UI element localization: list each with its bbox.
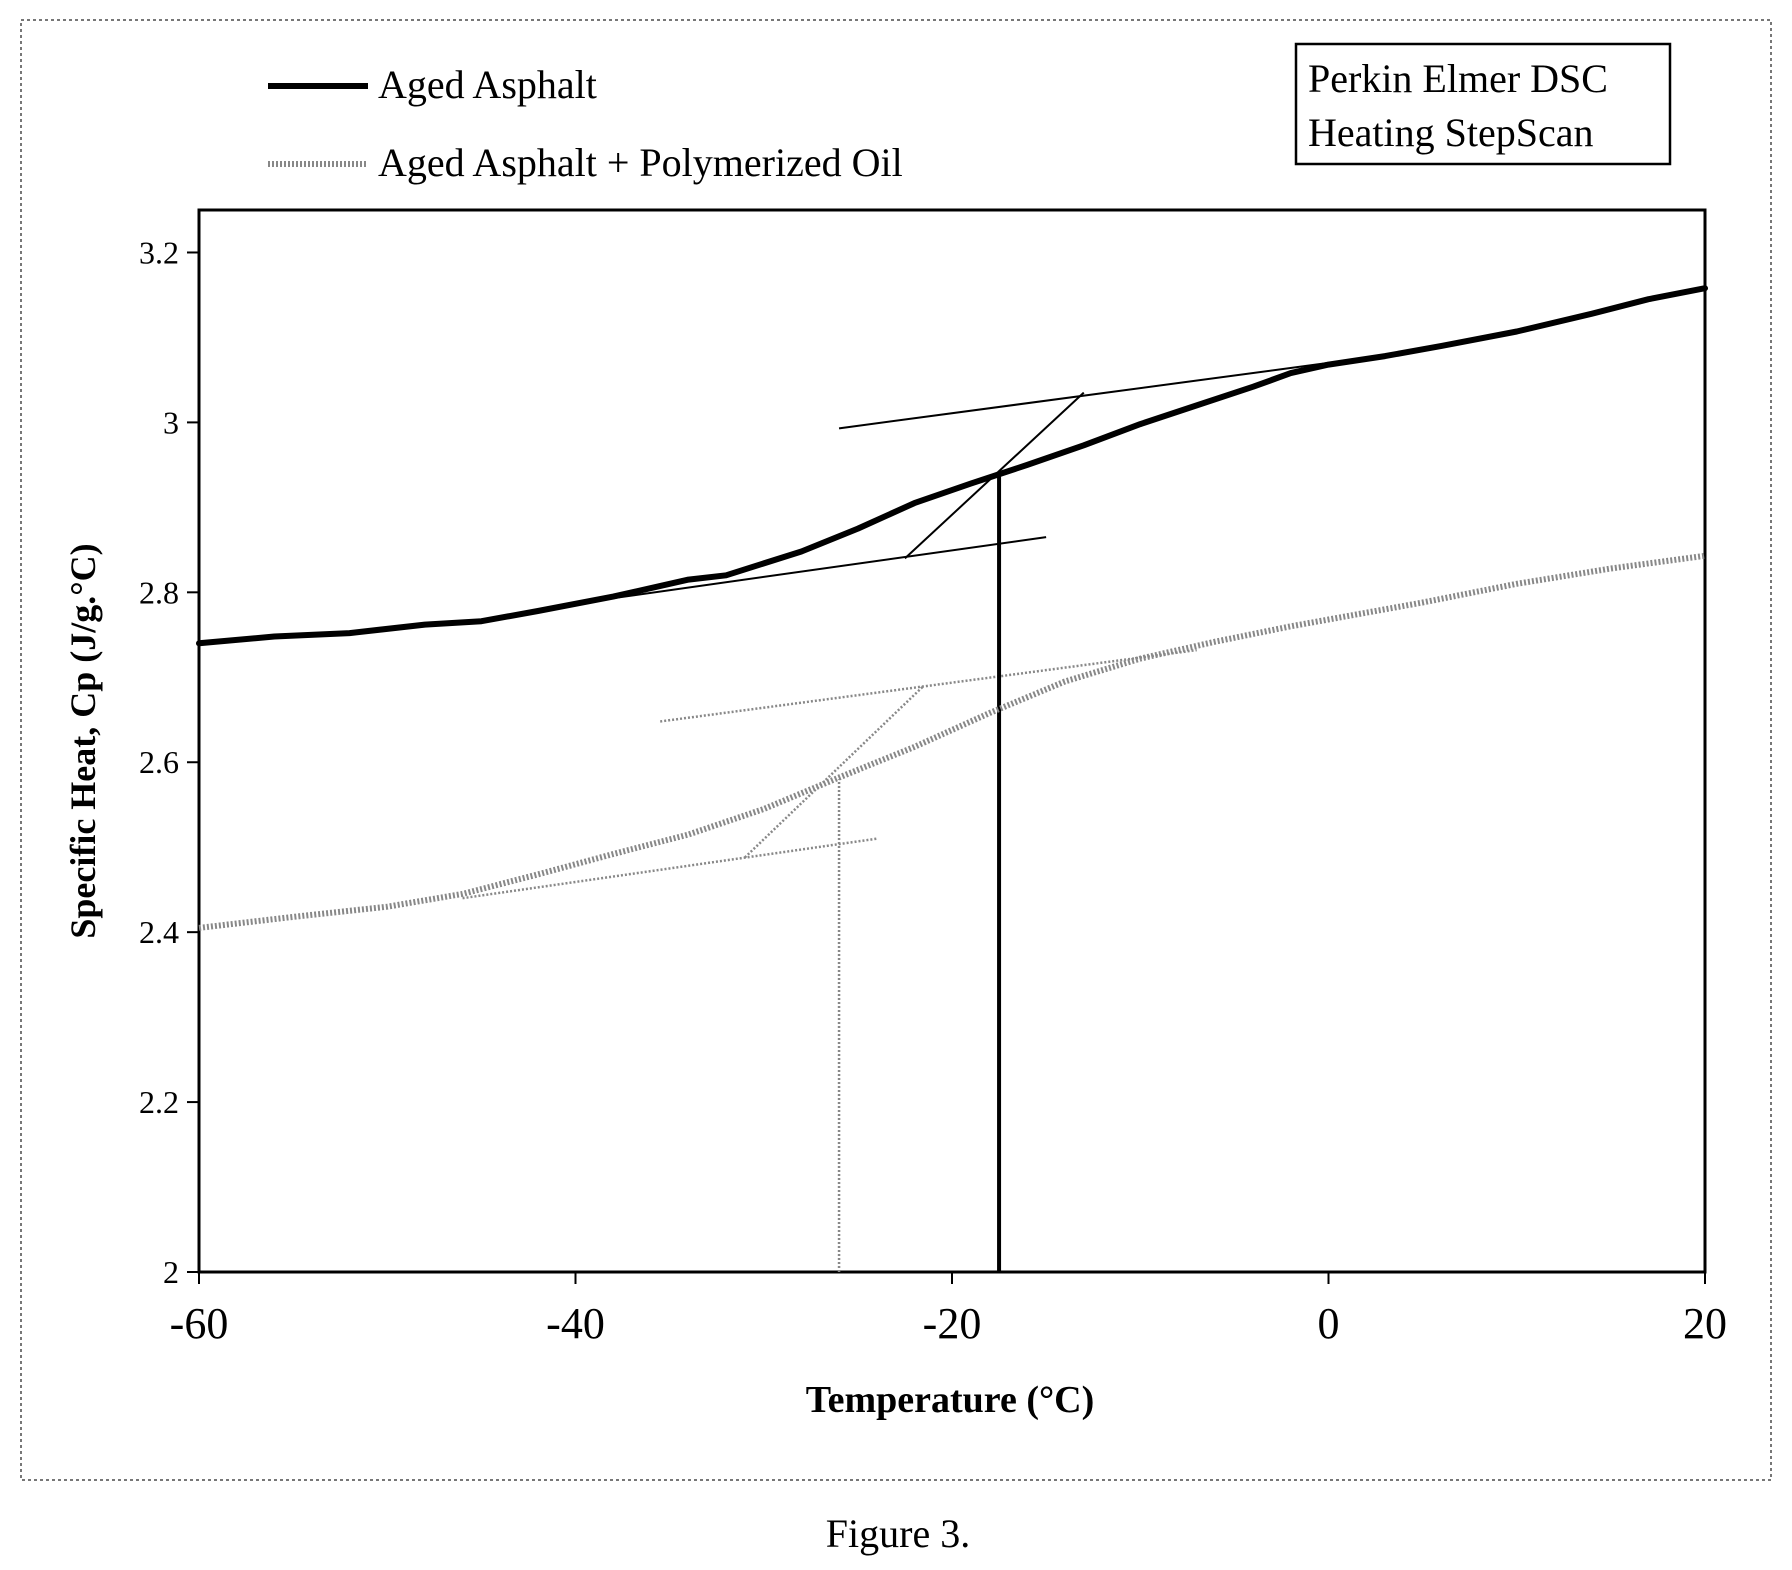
x-axis-ticks: -60 -40 -20 0 20 bbox=[170, 1272, 1727, 1348]
figure-caption: Figure 3. bbox=[826, 1511, 970, 1556]
series-line-aged-asphalt-polymerized-oil bbox=[198, 552, 1706, 931]
x-tick-label-4: 20 bbox=[1683, 1299, 1727, 1348]
y-tick-label-4: 2.8 bbox=[139, 574, 179, 610]
instrument-note-line-2: Heating StepScan bbox=[1308, 110, 1594, 155]
legend-label-aged-asphalt: Aged Asphalt bbox=[378, 62, 597, 107]
x-tick-label-1: -40 bbox=[546, 1299, 605, 1348]
tangent-line-aged-asphalt-polymerized-oil-inflection-tangent bbox=[744, 684, 925, 859]
y-tick-label-5: 3 bbox=[163, 404, 179, 440]
legend-label-aged-asphalt-polymerized-oil: Aged Asphalt + Polymerized Oil bbox=[378, 140, 903, 185]
x-tick-label-3: 0 bbox=[1318, 1299, 1340, 1348]
series-line-aged-asphalt bbox=[196, 285, 1708, 647]
x-axis-title: Temperature (°C) bbox=[806, 1379, 1095, 1421]
y-axis-title: Specific Heat, Cp (J/g.°C) bbox=[63, 543, 103, 938]
tangent-line-aged-asphalt-lower-baseline bbox=[594, 536, 1047, 602]
instrument-note-box bbox=[1294, 42, 1672, 166]
plot-area bbox=[197, 208, 1707, 1274]
series-lines bbox=[196, 285, 1708, 931]
y-tick-label-2: 2.4 bbox=[139, 914, 179, 950]
tangent-line-aged-asphalt-upper-baseline bbox=[838, 361, 1329, 430]
y-tick-label-3: 2.6 bbox=[139, 744, 179, 780]
tangent-line-aged-asphalt-polymerized-oil-upper-baseline bbox=[660, 648, 1197, 723]
x-tick-label-0: -60 bbox=[170, 1299, 229, 1348]
figure-frame bbox=[20, 19, 1772, 1481]
tangent-lines bbox=[462, 361, 1329, 900]
y-tick-label-6: 3.2 bbox=[139, 234, 179, 270]
y-tick-label-0: 2 bbox=[163, 1254, 179, 1290]
tangent-line-aged-asphalt-polymerized-oil-lower-baseline bbox=[462, 837, 877, 900]
instrument-note-line-1: Perkin Elmer DSC bbox=[1308, 56, 1608, 101]
x-tick-label-2: -20 bbox=[923, 1299, 982, 1348]
marker-lines bbox=[837, 473, 1002, 1272]
instrument-note: Perkin Elmer DSC Heating StepScan bbox=[1294, 42, 1672, 166]
y-tick-label-1: 2.2 bbox=[139, 1084, 179, 1120]
y-axis-ticks: 2 2.2 2.4 2.6 2.8 3 3.2 bbox=[139, 234, 199, 1290]
legend: Aged Asphalt Aged Asphalt + Polymerized … bbox=[268, 62, 903, 185]
